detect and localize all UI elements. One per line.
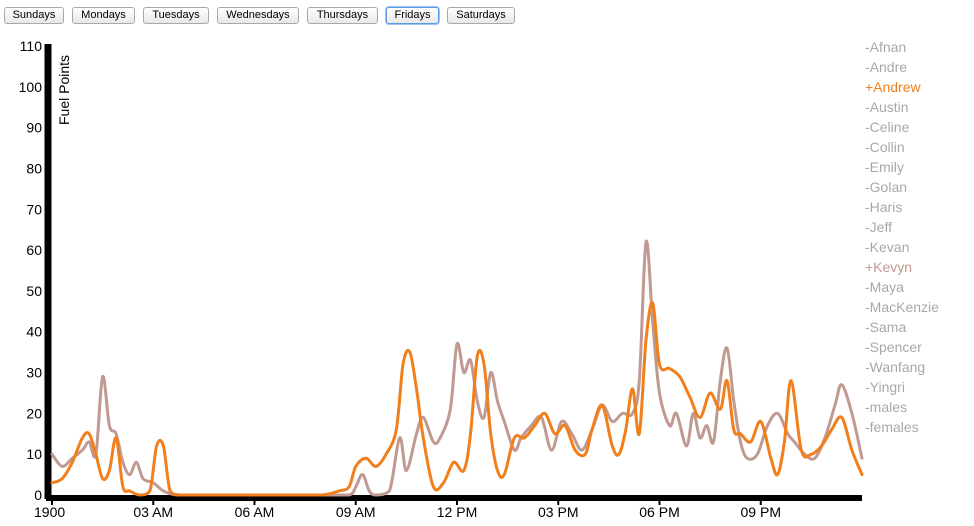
legend-item[interactable]: -Afnan <box>865 37 974 57</box>
legend-item-label: -Maya <box>865 279 904 295</box>
legend-item[interactable]: -Yingri <box>865 377 974 397</box>
legend-item[interactable]: -MacKenzie <box>865 297 974 317</box>
y-tick-label: 90 <box>26 120 42 136</box>
x-tick-label: 09 PM <box>741 504 781 520</box>
x-tick-label: 03 AM <box>133 504 173 520</box>
y-tick-label: 40 <box>26 324 42 340</box>
legend-item[interactable]: -Austin <box>865 97 974 117</box>
legend-item-label: -Celine <box>865 119 910 135</box>
x-tick-label: 12 PM <box>437 504 477 520</box>
legend-item[interactable]: -females <box>865 417 974 437</box>
legend-item-label: -Kevan <box>865 239 910 255</box>
legend-item-label: -Austin <box>865 99 909 115</box>
legend-item-label: -Emily <box>865 159 904 175</box>
legend-item-label: -females <box>865 419 919 435</box>
legend-item[interactable]: -Wanfang <box>865 357 974 377</box>
x-tick-label: 06 PM <box>639 504 679 520</box>
day-button-saturdays[interactable]: Saturdays <box>447 7 515 24</box>
y-tick-label: 100 <box>19 79 43 95</box>
legend-item[interactable]: -Kevan <box>865 237 974 257</box>
y-tick-label: 70 <box>26 201 42 217</box>
legend-item[interactable]: +Andrew <box>865 77 974 97</box>
x-tick-label: 1900 <box>34 504 65 520</box>
series-line-andrew <box>50 301 864 497</box>
legend-item-label: +Kevyn <box>865 259 913 275</box>
y-axis: 0 10 20 30 40 50 60 70 80 90 100 110 <box>19 38 52 503</box>
day-button-sundays[interactable]: Sundays <box>4 7 64 24</box>
legend-item[interactable]: -males <box>865 397 974 417</box>
legend-item-label: -Wanfang <box>865 359 926 375</box>
series-lines <box>50 239 864 497</box>
day-button-wednesdays[interactable]: Wednesdays <box>217 7 299 24</box>
legend-item-label: +Andrew <box>865 79 921 95</box>
legend-item-label: -males <box>865 399 908 415</box>
legend-item[interactable]: -Golan <box>865 177 974 197</box>
legend-item-label: -Afnan <box>865 39 907 55</box>
x-tick-label: 09 AM <box>336 504 376 520</box>
legend-item-label: -Haris <box>865 199 903 215</box>
y-tick-label: 30 <box>26 365 42 381</box>
legend-item-label: -Collin <box>865 139 905 155</box>
day-filter-bar: Sundays Mondays Tuesdays Wednesdays Thur… <box>0 0 974 30</box>
person-legend: -Afnan -Andre +Andrew -Austin -Celine -Collin… <box>865 37 974 437</box>
legend-item[interactable]: -Celine <box>865 117 974 137</box>
legend-item[interactable]: +Kevyn <box>865 257 974 277</box>
day-button-thursdays[interactable]: Thursdays <box>307 7 378 24</box>
legend-item-label: -MacKenzie <box>865 299 939 315</box>
legend-item-label: -Andre <box>865 59 908 75</box>
legend-item[interactable]: -Andre <box>865 57 974 77</box>
legend-item[interactable]: -Collin <box>865 137 974 157</box>
y-tick-label: 20 <box>26 405 42 421</box>
legend-item[interactable]: -Emily <box>865 157 974 177</box>
legend-item[interactable]: -Sama <box>865 317 974 337</box>
day-button-fridays[interactable]: Fridays <box>386 7 439 24</box>
y-tick-label: 60 <box>26 242 42 258</box>
series-line-kevyn <box>50 239 864 497</box>
legend-item[interactable]: -Haris <box>865 197 974 217</box>
legend-item-label: -Jeff <box>865 219 892 235</box>
y-tick-label: 110 <box>20 38 43 54</box>
y-tick-label: 50 <box>26 283 42 299</box>
legend-item-label: -Golan <box>865 179 908 195</box>
fuel-points-line-chart: 0 10 20 30 40 50 60 70 80 90 100 110 1900 03 AM 06 AM… <box>19 38 864 520</box>
y-tick-label: 80 <box>26 160 42 176</box>
legend-item-label: -Yingri <box>865 379 905 395</box>
day-button-tuesdays[interactable]: Tuesdays <box>143 7 209 24</box>
x-tick-label: 06 AM <box>235 504 275 520</box>
x-tick-label: 03 PM <box>538 504 578 520</box>
legend-item-label: -Spencer <box>865 339 922 355</box>
x-axis: 1900 03 AM 06 AM 09 AM 12 PM 03 PM 06 PM 09 PM <box>34 495 862 520</box>
day-button-mondays[interactable]: Mondays <box>72 7 135 24</box>
legend-item[interactable]: -Jeff <box>865 217 974 237</box>
y-tick-label: 0 <box>34 487 42 503</box>
legend-item[interactable]: -Spencer <box>865 337 974 357</box>
y-axis-label: Fuel Points <box>56 55 72 125</box>
legend-item-label: -Sama <box>865 319 907 335</box>
y-tick-label: 10 <box>26 446 42 462</box>
legend-item[interactable]: -Maya <box>865 277 974 297</box>
